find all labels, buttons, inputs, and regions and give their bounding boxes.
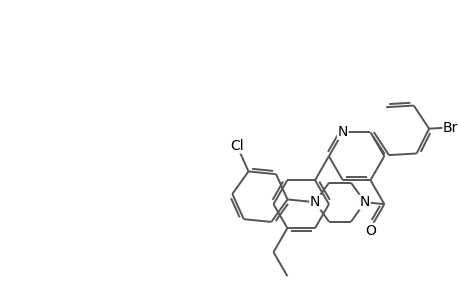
Text: N: N <box>309 195 319 209</box>
Text: O: O <box>364 224 375 238</box>
Text: Cl: Cl <box>230 139 243 153</box>
Text: N: N <box>359 195 369 209</box>
Text: N: N <box>337 125 347 139</box>
Text: Br: Br <box>442 121 458 135</box>
